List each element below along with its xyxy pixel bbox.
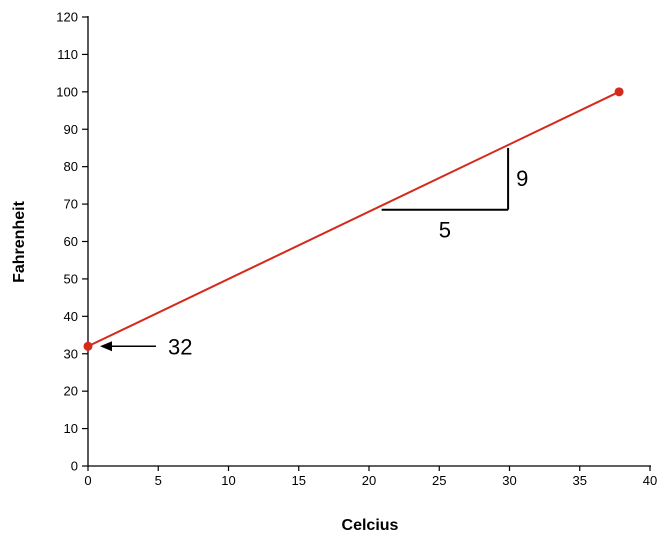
data-point-0: [83, 341, 93, 351]
axes: [87, 16, 651, 467]
y-tick-label-80: 80: [64, 159, 78, 174]
x-tick-label-25: 25: [432, 473, 446, 488]
intercept-arrow-head: [100, 341, 112, 352]
data-point-1: [614, 87, 624, 97]
x-tick-label-35: 35: [573, 473, 587, 488]
y-tick-label-120: 120: [56, 10, 78, 25]
y-tick-label-30: 30: [64, 346, 78, 361]
y-tick-label-70: 70: [64, 197, 78, 212]
y-tick-label-90: 90: [64, 122, 78, 137]
x-axis-title: Celcius: [342, 517, 399, 534]
x-tick-label-20: 20: [362, 473, 376, 488]
x-tick-label-40: 40: [643, 473, 657, 488]
slope-run-label: 5: [439, 218, 451, 243]
y-tick-label-40: 40: [64, 309, 78, 324]
y-tick-label-10: 10: [64, 421, 78, 436]
x-tick-label-0: 0: [84, 473, 91, 488]
series-line-0: [87, 90, 620, 348]
y-tick-label-0: 0: [71, 459, 78, 474]
x-tick-label-10: 10: [221, 473, 235, 488]
y-tick-label-20: 20: [64, 384, 78, 399]
series-layer: [83, 87, 624, 351]
y-tick-label-60: 60: [64, 234, 78, 249]
intercept-label: 32: [168, 334, 192, 359]
annotations: 5 9 32: [100, 147, 528, 359]
y-tick-label-50: 50: [64, 271, 78, 286]
x-tick-label-30: 30: [502, 473, 516, 488]
y-tick-label-110: 110: [57, 47, 78, 62]
x-tick-label-15: 15: [292, 473, 306, 488]
tick-marks: 0 5 10 15 20 25 30 35 40 0 10 20 30 40 50 60 70 80 90 100 11…: [56, 10, 657, 489]
y-tick-label-100: 100: [56, 84, 78, 99]
y-axis-title: Fahrenheit: [11, 200, 28, 282]
slope-rise-label: 9: [516, 166, 528, 191]
x-tick-label-5: 5: [155, 473, 162, 488]
